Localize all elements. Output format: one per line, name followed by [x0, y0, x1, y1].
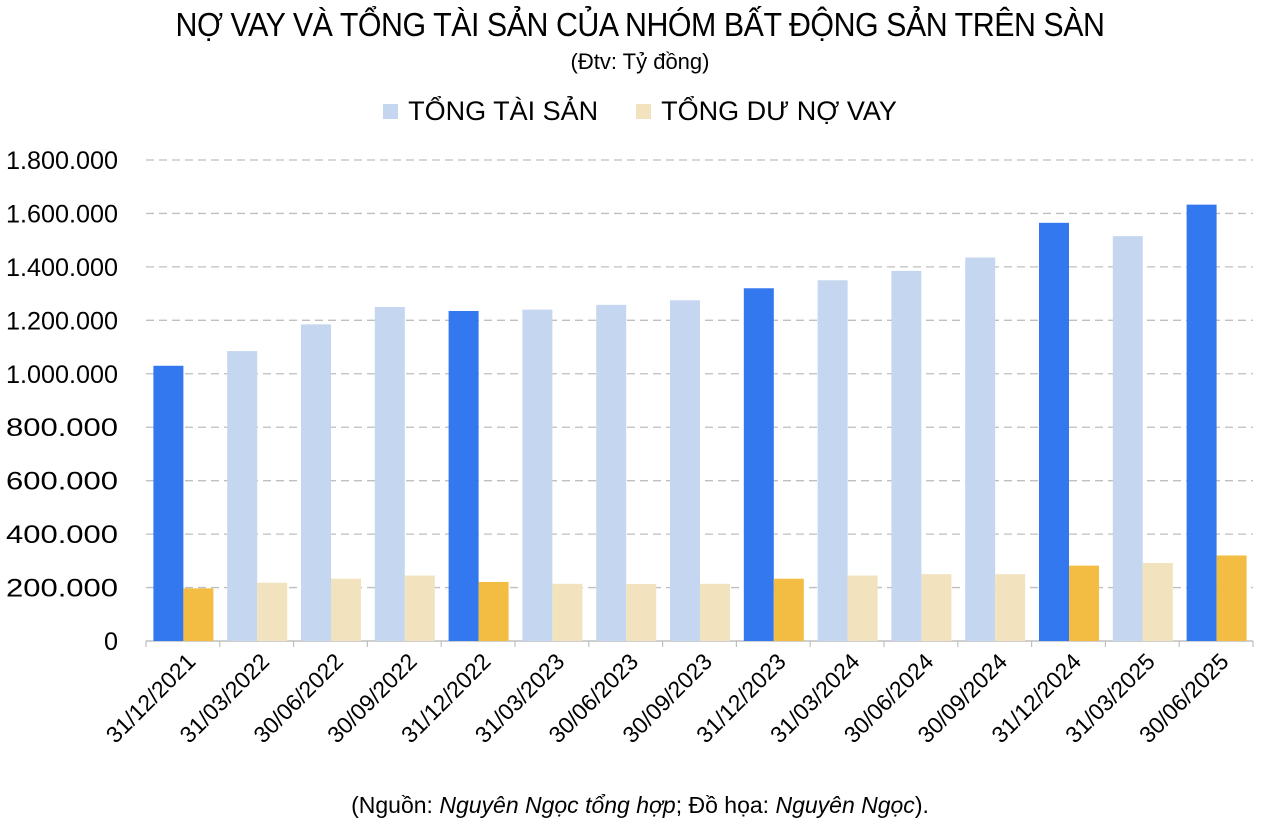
bar-total-debt — [773, 578, 804, 641]
bar-chart: 0 200.000 400.000 600.000 800.000 1.000.000 1.… — [6, 147, 1254, 748]
chart-title: NỢ VAY VÀ TỔNG TÀI SẢN CỦA NHÓM BẤT ĐỘNG… — [175, 6, 1105, 43]
bar-total-assets — [891, 270, 922, 641]
bar-total-assets — [965, 257, 996, 641]
y-tick-label: 1.800.000 — [6, 147, 118, 175]
y-tick-label: 0 — [104, 628, 118, 656]
y-tick-label: 1.600.000 — [6, 200, 118, 228]
y-tick-label: 200.000 — [6, 575, 118, 603]
bar-total-assets — [670, 300, 700, 641]
bar-total-assets — [817, 280, 848, 641]
legend-item-debt: TỔNG DƯ NỢ VAY — [636, 96, 897, 127]
legend-label-debt: TỔNG DƯ NỢ VAY — [661, 96, 897, 126]
source-middle: ; Đồ họa: — [675, 792, 776, 818]
legend: TỔNG TÀI SẢN TỔNG DƯ NỢ VAY — [0, 96, 1280, 127]
bar-total-debt — [552, 583, 583, 641]
legend-item-assets: TỔNG TÀI SẢN — [383, 96, 598, 127]
y-tick-label: 1.400.000 — [6, 254, 118, 282]
bar-total-debt — [1142, 562, 1173, 641]
y-tick-label: 800.000 — [6, 414, 118, 442]
bar-total-debt — [1216, 555, 1247, 641]
bar-total-assets — [596, 304, 627, 641]
bar-total-assets — [1186, 204, 1217, 642]
legend-label-assets: TỔNG TÀI SẢN — [408, 96, 599, 126]
bar-total-debt — [404, 575, 435, 641]
bar-total-debt — [847, 575, 878, 641]
bar-total-debt — [1069, 565, 1099, 641]
bar-total-assets — [374, 306, 405, 641]
legend-swatch-debt — [636, 104, 652, 119]
source-author: Nguyên Ngọc tổng hợp — [439, 792, 676, 818]
y-tick-label: 400.000 — [6, 521, 118, 549]
bar-total-debt — [478, 581, 509, 641]
source-designer: Nguyên Ngọc — [775, 792, 915, 818]
y-tick-label: 600.000 — [6, 468, 118, 496]
bar-total-debt — [995, 574, 1026, 641]
bar-total-assets — [227, 351, 258, 641]
source-suffix: ). — [914, 792, 929, 818]
bar-total-assets — [153, 365, 184, 641]
bar-total-assets — [448, 310, 479, 641]
source-prefix: (Nguồn: — [351, 792, 440, 818]
legend-swatch-assets — [383, 104, 399, 119]
bar-total-assets — [743, 288, 774, 641]
bar-total-debt — [331, 578, 361, 641]
bar-total-debt — [257, 582, 288, 641]
bar-total-assets — [1112, 236, 1143, 642]
bar-total-debt — [183, 588, 214, 641]
bar-total-debt — [700, 583, 730, 641]
bar-total-assets — [1039, 222, 1069, 641]
bar-total-assets — [301, 324, 331, 641]
bar-total-assets — [522, 309, 553, 641]
chart-subtitle: (Đtv: Tỷ đồng) — [570, 49, 710, 74]
y-tick-label: 1.200.000 — [6, 307, 118, 335]
source-note: (Nguồn: Nguyên Ngọc tổng hợp; Đồ họa: Ng… — [0, 792, 1280, 819]
bar-total-debt — [626, 584, 657, 641]
y-tick-label: 1.000.000 — [6, 361, 118, 389]
bar-total-debt — [921, 574, 952, 641]
